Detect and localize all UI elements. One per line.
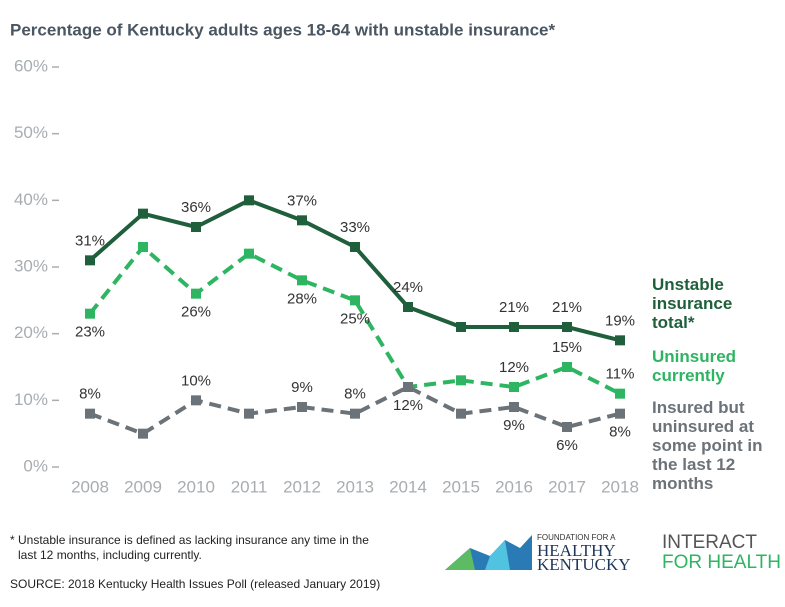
value-label: 6% — [556, 437, 578, 454]
point — [562, 362, 572, 372]
value-label: 9% — [503, 417, 525, 434]
x-tick-label: 2016 — [495, 477, 533, 496]
point — [350, 242, 360, 252]
point — [138, 242, 148, 252]
logo-text: HEALTHY — [537, 541, 616, 560]
point — [456, 322, 466, 332]
point — [456, 408, 466, 419]
point — [509, 402, 519, 412]
value-label: 15% — [552, 339, 582, 356]
logo-text: FOR HEALTH — [662, 552, 781, 573]
point — [615, 408, 625, 419]
point — [562, 322, 572, 332]
point — [509, 322, 519, 332]
logo-text: A — [734, 552, 747, 573]
x-tick-label: 2017 — [548, 477, 586, 496]
point — [509, 382, 519, 392]
value-label: 36% — [181, 199, 211, 216]
x-tick-label: 2014 — [389, 477, 427, 496]
point — [615, 388, 625, 399]
footnote: * Unstable insurance is defined as lacki… — [10, 533, 369, 562]
point — [191, 395, 201, 406]
value-label: 8% — [344, 386, 366, 403]
value-label: 25% — [340, 310, 370, 327]
y-tick-label: 0% — [23, 456, 48, 475]
legend-entry: Unstable insurance total* — [652, 275, 733, 332]
point — [244, 195, 254, 206]
point — [191, 222, 201, 232]
x-tick-label: 2010 — [177, 477, 215, 496]
footnote-line: * Unstable insurance is defined as lacki… — [10, 533, 369, 547]
value-label: 11% — [606, 366, 635, 383]
point — [191, 288, 201, 299]
legend-entry: Insured but uninsured at some point in t… — [652, 398, 763, 493]
value-label: 33% — [340, 219, 370, 236]
x-tick-label: 2012 — [283, 477, 321, 496]
y-tick-label: 60% — [14, 56, 48, 75]
legend-entry: Uninsured currently — [652, 347, 737, 385]
value-label: 12% — [393, 397, 423, 414]
logo-text: LTH — [746, 552, 780, 573]
series-line — [89, 384, 621, 436]
point — [615, 335, 625, 346]
value-label: 19% — [605, 312, 635, 329]
x-tick-label: 2018 — [601, 477, 639, 496]
point — [350, 295, 360, 306]
value-label: 31% — [75, 232, 105, 249]
y-tick-label: 50% — [14, 123, 48, 142]
x-tick-label: 2008 — [71, 477, 109, 496]
value-label: 9% — [291, 379, 313, 396]
logo-text: FOR HE — [662, 552, 734, 573]
point — [403, 302, 413, 312]
point — [85, 308, 95, 319]
value-label: 10% — [181, 372, 211, 389]
point — [244, 248, 254, 259]
point — [456, 375, 466, 386]
logo-text: INTERACT — [662, 532, 757, 553]
point — [138, 428, 148, 439]
logo-text: KENTUCKY — [537, 555, 631, 574]
logo-shape — [485, 540, 510, 570]
x-tick-label: 2009 — [124, 477, 162, 496]
chart-title: Percentage of Kentucky adults ages 18-64… — [10, 20, 556, 39]
point — [138, 208, 148, 219]
footnote-line: last 12 months, including currently. — [18, 548, 202, 562]
value-label: 28% — [287, 290, 317, 307]
value-label: 21% — [552, 299, 582, 316]
value-label: 12% — [499, 359, 529, 376]
x-tick-label: 2011 — [231, 477, 268, 496]
y-tick-label: 20% — [14, 323, 48, 342]
value-label: 21% — [499, 299, 529, 316]
logo-text: FOUNDATION FOR A — [537, 533, 616, 542]
point — [350, 408, 360, 419]
logo-foundation: FOUNDATION FOR A HEALTHY KENTUCKY — [445, 533, 631, 574]
point — [85, 408, 95, 419]
point — [297, 215, 307, 226]
y-tick-label: 30% — [14, 256, 48, 275]
point — [297, 275, 307, 286]
point — [403, 382, 413, 392]
point — [244, 408, 254, 419]
value-label: 23% — [75, 324, 105, 341]
value-label: 8% — [609, 424, 631, 441]
y-tick-label: 10% — [14, 390, 48, 409]
value-label: 37% — [287, 192, 317, 209]
source: SOURCE: 2018 Kentucky Health Issues Poll… — [10, 577, 380, 591]
point — [297, 402, 307, 412]
x-tick-label: 2013 — [336, 477, 374, 496]
y-tick-label: 40% — [14, 190, 48, 209]
x-tick-label: 2015 — [442, 477, 480, 496]
point — [85, 255, 95, 266]
value-label: 24% — [393, 279, 423, 296]
value-label: 8% — [79, 386, 101, 403]
logo-shape — [445, 548, 475, 570]
value-label: 26% — [181, 304, 211, 321]
point — [562, 422, 572, 432]
